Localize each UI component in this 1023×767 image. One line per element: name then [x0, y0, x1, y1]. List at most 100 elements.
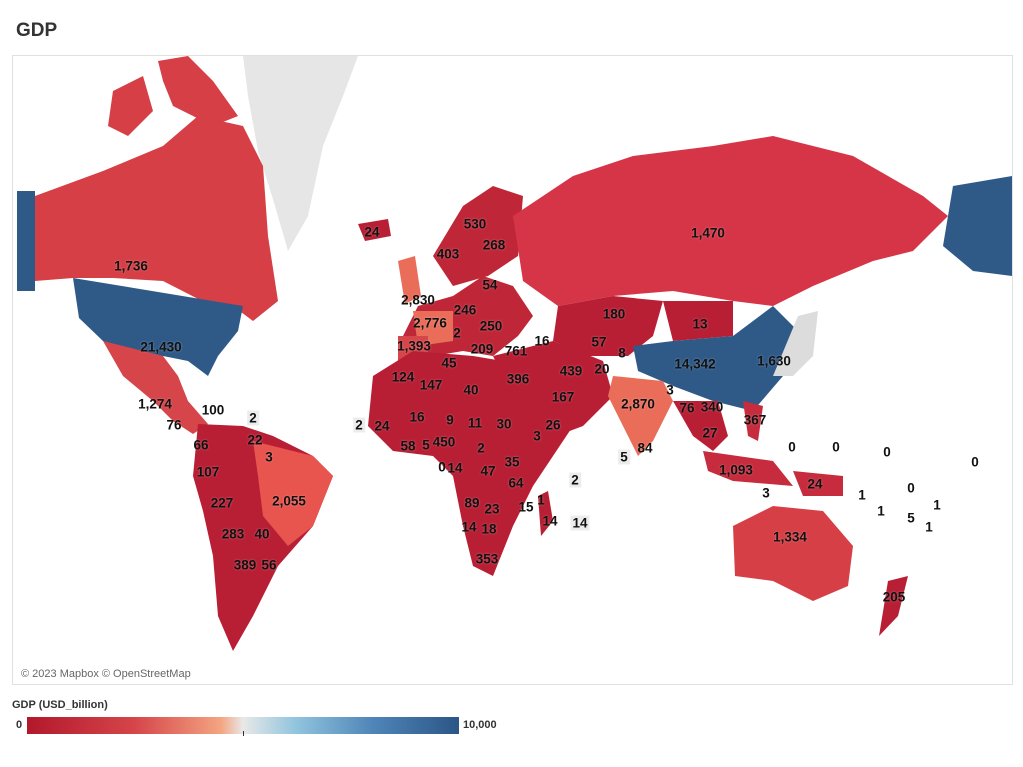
country-label-southafrica[interactable]: 353: [475, 551, 499, 567]
country-label-tajikistan[interactable]: 8: [618, 345, 626, 361]
country-label-india[interactable]: 2,870: [621, 396, 655, 412]
country-label-nepal[interactable]: 3: [666, 382, 674, 398]
country-label-saudi[interactable]: 167: [551, 389, 575, 405]
country-label-micronesia[interactable]: 0: [832, 439, 840, 455]
country-label-france[interactable]: 2,776: [413, 315, 447, 331]
country-label-mauritius[interactable]: 14: [570, 515, 590, 531]
page-title: GDP: [16, 20, 58, 41]
country-label-car[interactable]: 2: [477, 440, 485, 456]
country-label-bolivia[interactable]: 40: [254, 526, 270, 542]
country-label-peru[interactable]: 227: [210, 495, 234, 511]
country-label-madagascar[interactable]: 14: [542, 513, 558, 529]
country-label-china[interactable]: 14,342: [674, 356, 716, 372]
country-label-germany[interactable]: 246: [453, 302, 477, 318]
country-label-algeria[interactable]: 147: [419, 377, 443, 393]
country-label-ethiopia[interactable]: 35: [504, 454, 520, 470]
country-label-chad[interactable]: 11: [467, 415, 483, 431]
country-label-switzerland[interactable]: 2: [453, 325, 461, 341]
country-label-samoa[interactable]: 1: [933, 497, 941, 513]
country-label-colombia[interactable]: 66: [193, 437, 209, 453]
country-label-palau[interactable]: 0: [788, 439, 796, 455]
country-label-ghana[interactable]: 58: [400, 438, 416, 454]
country-label-kazakhstan[interactable]: 180: [602, 306, 626, 322]
country-label-finland[interactable]: 268: [482, 237, 506, 253]
country-label-ecuador[interactable]: 107: [196, 464, 220, 480]
country-label-togo[interactable]: 5: [422, 437, 430, 453]
country-label-congo[interactable]: 14: [447, 460, 463, 476]
country-label-italy[interactable]: 209: [470, 341, 494, 357]
country-label-turkey[interactable]: 761: [504, 343, 528, 359]
country-label-vietnam[interactable]: 27: [702, 425, 718, 441]
country-label-uruguay[interactable]: 56: [261, 557, 277, 573]
country-label-kenya[interactable]: 64: [508, 475, 524, 491]
country-label-seychelles[interactable]: 2: [569, 472, 581, 488]
country-label-srilanka[interactable]: 84: [637, 440, 653, 456]
country-label-mali[interactable]: 16: [409, 409, 425, 425]
country-label-indonesia[interactable]: 1,093: [719, 462, 753, 478]
country-label-tuvalu[interactable]: 0: [971, 454, 979, 470]
country-label-sweden[interactable]: 530: [463, 216, 487, 232]
country-label-cuba[interactable]: 100: [201, 402, 225, 418]
country-label-philippines[interactable]: 367: [743, 412, 767, 428]
country-label-libya[interactable]: 40: [463, 382, 479, 398]
country-label-botswana[interactable]: 18: [481, 521, 497, 537]
country-label-stp[interactable]: 0: [438, 459, 446, 475]
country-label-iraq[interactable]: 396: [506, 371, 530, 387]
country-label-capeverde[interactable]: 2: [353, 417, 365, 433]
country-label-tunisia[interactable]: 45: [441, 355, 457, 371]
country-label-georgia[interactable]: 16: [534, 333, 550, 349]
country-label-egypt[interactable]: 26: [545, 417, 561, 433]
country-label-mexico[interactable]: 1,274: [138, 396, 172, 412]
country-label-korea[interactable]: 1,630: [757, 353, 791, 369]
country-label-senegal[interactable]: 24: [374, 418, 390, 434]
country-label-brazil[interactable]: 2,055: [272, 493, 306, 509]
country-label-venezuela[interactable]: 22: [247, 432, 263, 448]
country-label-guyana[interactable]: 3: [265, 449, 273, 465]
country-label-morocco[interactable]: 124: [391, 369, 415, 385]
country-label-dominican[interactable]: 2: [247, 410, 259, 426]
country-label-eritrea[interactable]: 3: [533, 428, 541, 444]
country-label-comoros[interactable]: 1: [537, 492, 545, 508]
country-label-baltic[interactable]: 54: [482, 277, 498, 293]
country-label-png[interactable]: 24: [807, 476, 823, 492]
world-map-shapes: [17, 56, 1012, 651]
country-label-argentina[interactable]: 389: [233, 557, 257, 573]
country-label-sudan[interactable]: 30: [496, 416, 512, 432]
country-label-fiji[interactable]: 5: [907, 510, 915, 526]
country-label-maldives[interactable]: 5: [618, 449, 630, 465]
country-label-niger[interactable]: 9: [446, 412, 454, 428]
country-label-uk[interactable]: 2,830: [401, 292, 435, 308]
country-label-namibia[interactable]: 14: [461, 519, 477, 535]
country-label-mongolia[interactable]: 13: [692, 316, 708, 332]
country-label-norway[interactable]: 403: [436, 246, 460, 262]
country-label-chile[interactable]: 283: [221, 526, 245, 542]
country-label-tonga[interactable]: 1: [925, 519, 933, 535]
country-label-usa[interactable]: 21,430: [140, 339, 182, 355]
legend-midpoint-tick: [243, 731, 244, 736]
country-label-vanuatu[interactable]: 1: [877, 503, 885, 519]
country-label-iceland[interactable]: 24: [364, 224, 380, 240]
country-label-canada[interactable]: 1,736: [114, 258, 148, 274]
country-label-marshall[interactable]: 0: [883, 444, 891, 460]
country-label-guatemala[interactable]: 76: [166, 417, 182, 433]
country-label-russia[interactable]: 1,470: [691, 225, 725, 241]
country-label-thailand[interactable]: 340: [700, 399, 724, 415]
country-label-iran[interactable]: 439: [559, 363, 583, 379]
country-label-australia[interactable]: 1,334: [773, 529, 807, 545]
country-label-uzbekistan[interactable]: 57: [591, 334, 607, 350]
country-label-spain[interactable]: 1,393: [397, 338, 431, 354]
country-label-mozambique[interactable]: 15: [518, 499, 534, 515]
country-label-drc[interactable]: 47: [480, 463, 496, 479]
country-label-kiribati[interactable]: 0: [907, 480, 915, 496]
country-label-afghanistan[interactable]: 20: [594, 361, 610, 377]
country-label-newzealand[interactable]: 205: [882, 589, 906, 605]
country-label-solomon[interactable]: 1: [858, 487, 866, 503]
country-label-ukraine[interactable]: 250: [479, 318, 503, 334]
country-label-nigeria[interactable]: 450: [432, 434, 456, 450]
country-label-timor[interactable]: 3: [762, 485, 770, 501]
map-attribution[interactable]: © 2023 Mapbox © OpenStreetMap: [21, 668, 191, 680]
country-label-angola[interactable]: 89: [464, 495, 480, 511]
country-label-myanmar[interactable]: 76: [679, 400, 695, 416]
country-label-zambia[interactable]: 23: [484, 501, 500, 517]
map-view[interactable]: 1,736 21,430 1,274 100 2 76 22 3 66 107 2,055 227 40…: [12, 55, 1013, 685]
